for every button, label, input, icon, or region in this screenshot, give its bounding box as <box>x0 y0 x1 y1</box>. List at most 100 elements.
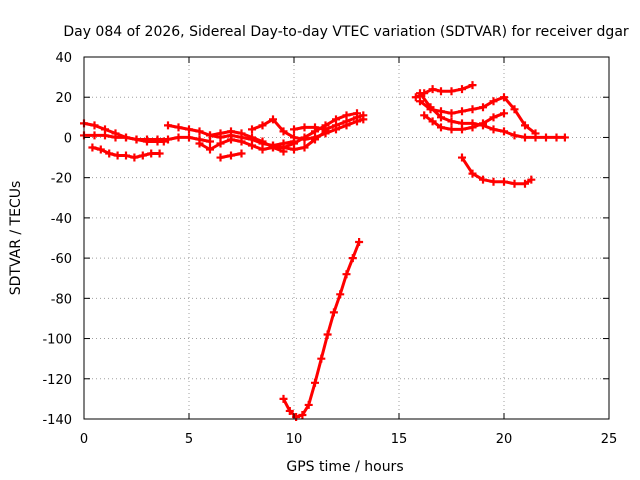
x-tick-label: 25 <box>601 432 618 447</box>
data-point <box>552 133 561 142</box>
data-point <box>311 378 319 387</box>
series-group <box>80 81 569 421</box>
x-axis-label: GPS time / hours <box>286 459 403 475</box>
series-arc-13 <box>416 93 540 138</box>
y-tick-label: -80 <box>51 292 72 307</box>
series-arc-14 <box>411 81 477 102</box>
data-point <box>164 135 172 144</box>
data-point <box>269 141 277 150</box>
data-point <box>527 175 536 184</box>
data-point <box>542 133 550 142</box>
data-point <box>437 87 445 96</box>
data-point <box>195 139 204 148</box>
data-point <box>147 149 156 158</box>
data-point <box>248 125 256 134</box>
data-point <box>468 169 477 178</box>
series-arc-3 <box>88 143 164 162</box>
data-point <box>216 129 225 138</box>
data-point <box>258 145 267 154</box>
data-point <box>290 139 298 148</box>
data-point <box>500 127 508 136</box>
x-tick-label: 5 <box>185 432 193 447</box>
y-tick-label: -20 <box>51 172 72 187</box>
chart-title: Day 084 of 2026, Sidereal Day-to-day VTE… <box>63 24 629 40</box>
data-point <box>237 149 246 158</box>
data-point <box>174 123 183 132</box>
data-point <box>447 87 456 96</box>
data-point <box>101 131 109 140</box>
y-tick-label: -40 <box>51 212 72 227</box>
data-point <box>458 125 466 134</box>
data-point <box>258 121 267 130</box>
data-point <box>500 93 508 102</box>
series-arc-15 <box>420 109 508 134</box>
data-point <box>521 133 529 142</box>
data-point <box>521 121 529 130</box>
data-point <box>155 149 164 158</box>
data-point <box>237 137 246 146</box>
data-point <box>279 394 288 403</box>
data-point <box>195 127 204 136</box>
data-point <box>479 119 487 128</box>
data-point <box>420 89 429 98</box>
data-point <box>323 330 332 339</box>
data-point <box>468 105 477 114</box>
series-arc-2 <box>80 131 214 146</box>
data-point <box>359 111 368 120</box>
data-point <box>355 238 364 247</box>
data-point <box>489 97 498 106</box>
data-point <box>317 354 326 363</box>
data-point <box>479 175 487 184</box>
data-point <box>105 149 114 158</box>
data-point <box>336 290 345 299</box>
data-point <box>269 115 277 124</box>
data-point <box>342 270 351 279</box>
data-point <box>458 153 466 162</box>
data-point <box>206 145 214 154</box>
data-point <box>216 139 225 148</box>
data-point <box>510 105 519 114</box>
y-tick-label: -120 <box>42 373 72 388</box>
data-point <box>500 177 508 186</box>
y-tick-label: 20 <box>55 91 72 106</box>
series-arc-11 <box>279 238 364 421</box>
data-point <box>311 127 319 136</box>
data-point <box>138 151 147 160</box>
data-point <box>348 254 357 263</box>
data-point <box>258 137 267 146</box>
data-point <box>329 308 338 317</box>
x-tick-label: 10 <box>286 432 303 447</box>
data-point <box>96 145 105 154</box>
data-point <box>437 123 445 132</box>
data-point <box>489 177 498 186</box>
data-point <box>447 109 456 118</box>
data-point <box>304 400 313 409</box>
data-point <box>248 141 256 150</box>
data-point <box>298 410 307 419</box>
y-tick-label: -100 <box>42 333 72 348</box>
data-point <box>489 113 498 122</box>
data-point <box>130 153 139 162</box>
data-point <box>510 131 519 140</box>
x-tick-label: 20 <box>496 432 513 447</box>
ticks: 0 5 10 15 20 25 -140 -120 -100 -80 -60 -40 -20 0 20 40 <box>42 51 617 447</box>
data-point <box>88 143 97 152</box>
y-tick-label: -140 <box>42 413 72 428</box>
data-point <box>300 133 309 142</box>
data-point <box>132 135 141 144</box>
data-point <box>227 135 235 144</box>
data-point <box>332 115 340 124</box>
data-point <box>216 153 225 162</box>
data-point <box>300 143 309 152</box>
series-arc-6 <box>216 149 246 162</box>
data-point <box>353 109 361 118</box>
data-point <box>458 107 466 116</box>
y-tick-label: 0 <box>64 131 72 146</box>
data-point <box>500 109 508 118</box>
data-point <box>279 143 288 152</box>
data-point <box>560 133 569 142</box>
data-point <box>428 117 437 126</box>
data-point <box>90 121 99 130</box>
data-point <box>90 131 99 140</box>
data-point <box>185 125 193 134</box>
